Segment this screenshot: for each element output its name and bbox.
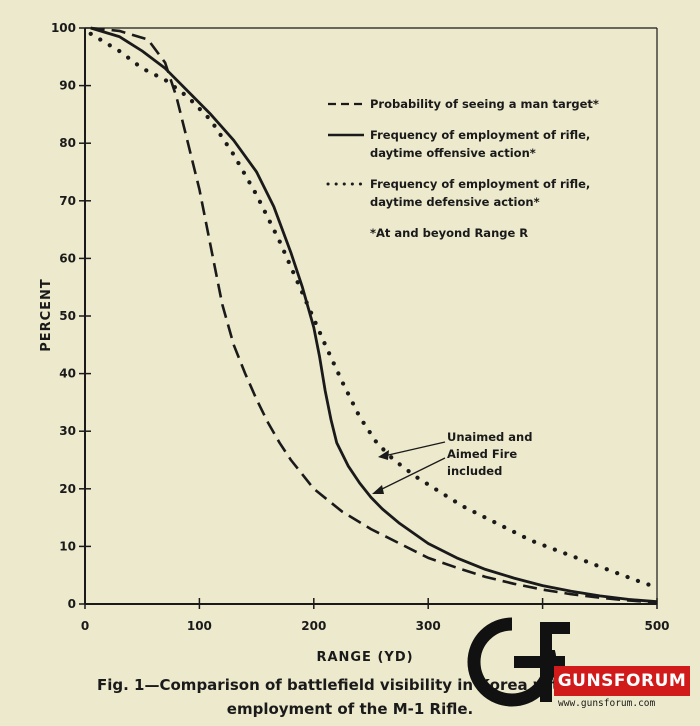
legend-footnote: *At and beyond Range R: [370, 226, 528, 240]
series-line-seeing-man-target: [90, 26, 658, 604]
x-tick-label: 300: [416, 619, 441, 633]
x-tick-label: 200: [301, 619, 326, 633]
watermark: GUNSFORUM www.gunsforum.com: [462, 612, 700, 726]
legend-label-offensive-1: Frequency of employment of rifle,: [370, 128, 590, 142]
legend-label-offensive-2: daytime offensive action*: [370, 146, 536, 160]
watermark-brand: GUNSFORUM: [554, 666, 690, 696]
figure-caption-line-2: employment of the M-1 Rifle.: [226, 700, 474, 718]
annotation-arrowhead-lower: [372, 485, 384, 494]
annotation: Unaimed and Aimed Fire included: [372, 430, 532, 494]
y-ticks: 0 10 20 30 40 50 60 70 80 90 100: [51, 21, 91, 611]
series-group: [88, 26, 660, 604]
legend-label-defensive-2: daytime defensive action*: [370, 195, 540, 209]
x-tick-label: 0: [81, 619, 89, 633]
plot-frame: [84, 27, 658, 605]
watermark-url: www.gunsforum.com: [558, 698, 656, 709]
y-tick-label: 40: [59, 367, 76, 381]
y-tick-label: 70: [59, 194, 76, 208]
legend-label-defensive-1: Frequency of employment of rifle,: [370, 177, 590, 191]
y-tick-label: 20: [59, 482, 76, 496]
y-tick-label: 30: [59, 424, 76, 438]
legend: Probability of seeing a man target* Freq…: [326, 97, 599, 240]
y-tick-label: 80: [59, 136, 76, 150]
annotation-line-2: Aimed Fire: [447, 447, 517, 461]
y-axis-title: PERCENT: [39, 278, 54, 352]
series-line-defensive-action: [88, 31, 660, 589]
annotation-arrowhead-upper: [378, 450, 389, 460]
watermark-logo-icon: [467, 612, 570, 707]
legend-label-seeing: Probability of seeing a man target*: [370, 97, 599, 111]
y-tick-label: 10: [59, 539, 76, 553]
y-tick-label: 50: [59, 309, 76, 323]
x-ticks: 0100200300400500: [81, 598, 670, 633]
x-tick-label: 500: [644, 619, 669, 633]
annotation-arrow-upper: [383, 441, 446, 457]
annotation-line-1: Unaimed and: [447, 430, 532, 444]
x-axis-title: RANGE (YD): [316, 650, 413, 665]
series-line-offensive-action: [90, 26, 658, 604]
annotation-arrow-lower: [377, 457, 446, 492]
annotation-line-3: included: [447, 464, 502, 478]
y-tick-label: 60: [59, 251, 76, 265]
y-tick-label: 0: [68, 597, 76, 611]
y-tick-label: 90: [59, 79, 76, 93]
y-tick-label: 100: [51, 21, 76, 35]
x-tick-label: 100: [187, 619, 212, 633]
